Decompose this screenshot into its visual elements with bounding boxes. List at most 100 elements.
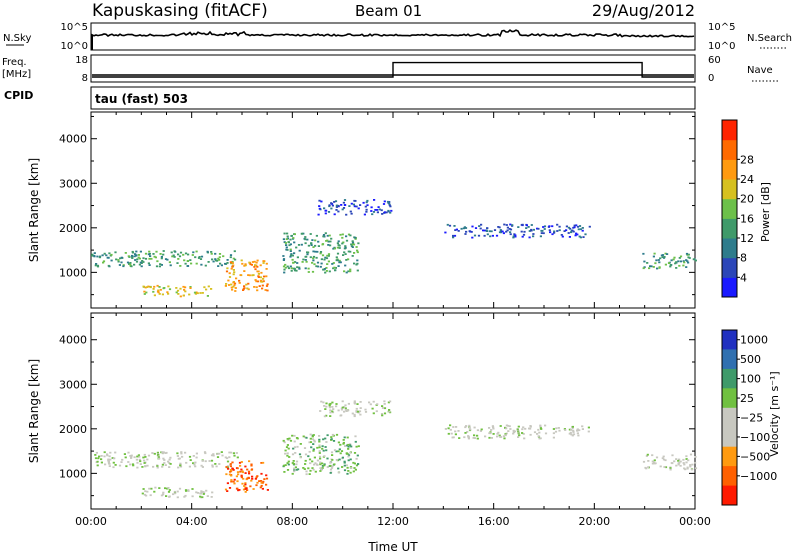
freq-unit-label: [MHz]: [2, 69, 31, 80]
colorbar-tick-label: 1000: [740, 334, 768, 347]
power-colorbar: 4 8 12 16 20 24 28: [721, 119, 754, 298]
cpid-label: CPID: [4, 89, 33, 102]
nave-line: [92, 61, 694, 78]
power-y-ticks: 1000 2000 3000 4000: [59, 115, 695, 296]
y-tick-label: 2000: [59, 423, 87, 436]
colorbar-tick-label: 24: [740, 173, 754, 186]
x-tick-label: 00:00: [679, 515, 711, 528]
colorbar-tick-label: −25: [740, 412, 763, 425]
velocity-colorbar-label: Velocity [m s⁻¹]: [768, 371, 781, 456]
freq-label: Freq.: [2, 57, 27, 68]
colorbar-swatch: [722, 238, 737, 259]
data-region-2: [224, 460, 269, 493]
colorbar-swatch: [722, 446, 737, 467]
velocity-ylabel: Slant Range [km]: [27, 359, 41, 463]
data-region-2: [224, 259, 269, 292]
colorbar-tick-label: 100: [740, 373, 761, 386]
colorbar-tick-label: −100: [740, 431, 770, 444]
noise-search-label: N.Search: [747, 33, 792, 44]
noise-right-tick-bottom: 10^0: [708, 41, 735, 52]
colorbar-swatch: [722, 349, 737, 370]
data-region-6: [642, 252, 697, 270]
station-title: Kapuskasing (fitACF): [92, 1, 268, 21]
colorbar-swatch: [722, 388, 737, 409]
x-tick-label: 12:00: [377, 515, 409, 528]
y-tick-label: 1000: [59, 266, 87, 279]
power-panel: 1000 2000 3000 4000 Slant Range [km]: [27, 111, 697, 309]
colorbar-swatch: [722, 159, 737, 180]
nave-tick-bottom: 0: [708, 73, 714, 84]
data-region-5: [444, 424, 590, 440]
nave-tick-top: 60: [708, 55, 721, 66]
data-region-3: [282, 433, 360, 476]
noise-left-tick-top: 10^5: [61, 22, 88, 33]
colorbar-swatch: [722, 368, 737, 389]
colorbar-swatch: [722, 257, 737, 278]
colorbar-swatch: [722, 198, 737, 219]
colorbar-tick-label: 20: [740, 193, 754, 206]
y-tick-label: 4000: [59, 133, 87, 146]
colorbar-tick-label: 25: [740, 392, 754, 405]
colorbar-swatch: [722, 407, 737, 428]
x-tick-label: 00:00: [75, 515, 107, 528]
velocity-regions: [94, 400, 698, 499]
data-region-5: [444, 223, 591, 239]
x-tick-label: 04:00: [176, 515, 208, 528]
beam-title: Beam 01: [355, 2, 422, 20]
freq-tick-bottom: 8: [82, 73, 88, 84]
nave-label: Nave: [747, 65, 773, 76]
time-xlabel: Time UT: [367, 540, 418, 554]
colorbar-tick-label: 500: [740, 353, 761, 366]
noise-sky-label: N.Sky: [3, 33, 31, 44]
data-region-4: [317, 199, 393, 216]
date-title: 29/Aug/2012: [592, 1, 695, 20]
power-ylabel: Slant Range [km]: [27, 158, 41, 262]
freq-panel: Freq. [MHz] CPID 18 8 60 0 Nave: [2, 54, 780, 102]
power-x-ticks: [90, 112, 696, 308]
y-tick-label: 3000: [59, 378, 87, 391]
colorbar-swatch: [722, 485, 737, 506]
power-colorbar-label: Power [dB]: [759, 182, 772, 242]
y-tick-label: 2000: [59, 222, 87, 235]
colorbar-tick-label: −1000: [740, 470, 777, 483]
tau-label: tau (fast) 503: [95, 92, 188, 106]
power-regions: [91, 199, 697, 298]
x-tick-label: 16:00: [478, 515, 510, 528]
colorbar-swatch: [722, 218, 737, 239]
colorbar-swatch: [722, 427, 737, 448]
data-region-1: [141, 486, 214, 499]
colorbar-swatch: [722, 277, 737, 298]
colorbar-swatch: [722, 466, 737, 486]
noise-left-tick-bottom: 10^0: [61, 41, 88, 52]
velocity-colorbar: 1000 500 100 25 −25 −100 −500 −1000: [721, 329, 777, 506]
velocity-y-ticks: 1000 2000 3000 4000: [59, 316, 695, 497]
colorbar-swatch: [722, 139, 737, 160]
noise-right-tick-top: 10^5: [708, 22, 735, 33]
data-region-6: [642, 453, 698, 471]
noise-sky-line: [91, 29, 695, 38]
noise-panel: N.Sky 10^5 10^0 10^5 10^0 N.Search: [3, 22, 792, 52]
colorbar-tick-label: 28: [740, 153, 754, 166]
y-tick-label: 4000: [59, 334, 87, 347]
data-region-0: [94, 451, 239, 469]
data-region-1: [142, 284, 213, 298]
freq-tick-top: 18: [75, 55, 88, 66]
colorbar-swatch: [722, 120, 737, 141]
data-region-0: [91, 250, 237, 268]
y-tick-label: 3000: [59, 177, 87, 190]
cpid-strip: [90, 86, 696, 110]
colorbar-tick-label: 4: [740, 271, 747, 284]
colorbar-tick-label: 16: [740, 212, 754, 225]
data-region-3: [282, 232, 360, 274]
data-region-4: [319, 400, 392, 418]
velocity-x-ticks: 00:00 04:00 08:00 12:00 16:00 20:00 00:00: [75, 313, 711, 528]
colorbar-tick-label: 12: [740, 232, 754, 245]
colorbar-tick-label: 8: [740, 252, 747, 265]
velocity-panel: 1000 2000 3000 4000 00:00 04:00 08:00 12:00 16:…: [27, 312, 711, 554]
x-tick-label: 20:00: [578, 515, 610, 528]
y-tick-label: 1000: [59, 467, 87, 480]
x-tick-label: 08:00: [276, 515, 308, 528]
colorbar-tick-label: −500: [740, 450, 770, 463]
colorbar-swatch: [722, 179, 737, 200]
